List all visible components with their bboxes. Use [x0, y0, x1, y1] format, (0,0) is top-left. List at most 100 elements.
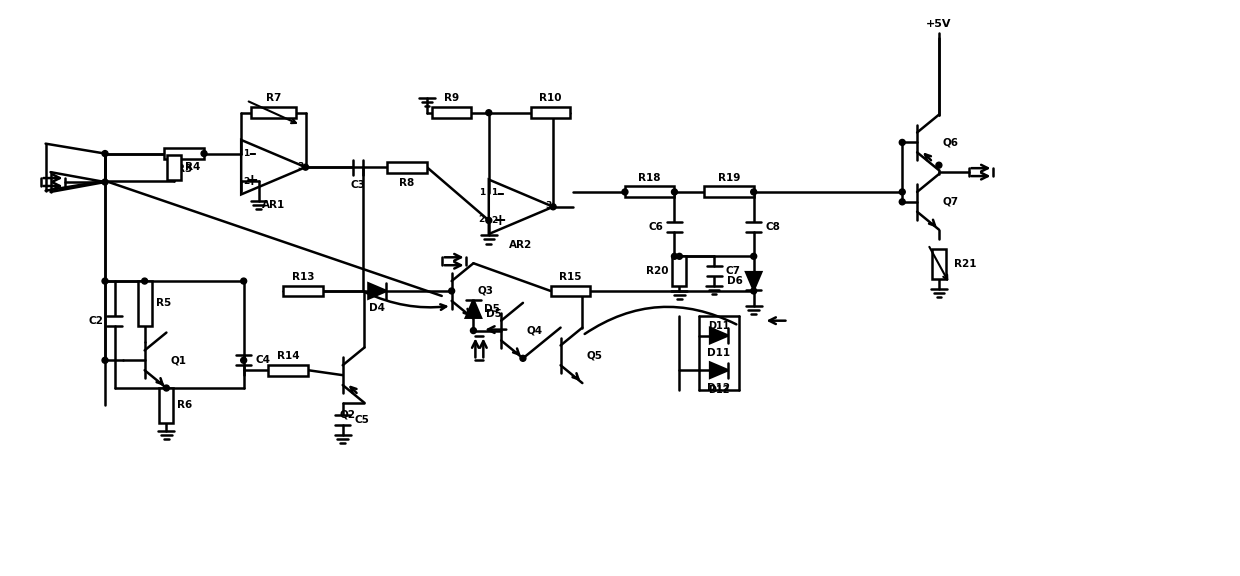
- Circle shape: [102, 278, 108, 284]
- Circle shape: [899, 189, 905, 195]
- Circle shape: [622, 189, 627, 195]
- Text: +: +: [494, 213, 506, 228]
- Text: D6: D6: [728, 276, 743, 286]
- Polygon shape: [368, 283, 387, 298]
- Circle shape: [936, 162, 942, 168]
- Polygon shape: [466, 300, 481, 318]
- Bar: [932, 249, 946, 279]
- Circle shape: [449, 288, 455, 294]
- Text: Q5: Q5: [587, 350, 603, 361]
- Text: C7: C7: [725, 266, 740, 276]
- Text: C2: C2: [88, 316, 103, 325]
- Text: –: –: [496, 185, 503, 200]
- Circle shape: [672, 253, 677, 259]
- Circle shape: [551, 204, 556, 210]
- Text: 1: 1: [243, 149, 249, 158]
- Bar: [625, 187, 675, 198]
- Text: C8: C8: [765, 222, 780, 232]
- Circle shape: [677, 253, 682, 259]
- Circle shape: [486, 217, 492, 223]
- Circle shape: [241, 357, 247, 363]
- Circle shape: [102, 150, 108, 157]
- Text: +5V: +5V: [926, 18, 951, 29]
- Bar: [160, 388, 174, 423]
- Circle shape: [520, 355, 526, 361]
- Bar: [165, 148, 205, 159]
- Text: R7: R7: [265, 93, 281, 103]
- Text: 3: 3: [298, 162, 304, 170]
- Text: R18: R18: [639, 173, 661, 183]
- Circle shape: [750, 253, 756, 259]
- Text: +: +: [246, 173, 258, 188]
- Circle shape: [241, 278, 247, 284]
- Text: D11: D11: [708, 348, 730, 358]
- Bar: [250, 107, 295, 118]
- Text: Q1: Q1: [170, 355, 186, 365]
- Text: R4: R4: [185, 162, 201, 172]
- Circle shape: [486, 110, 492, 116]
- Circle shape: [201, 150, 207, 157]
- Text: R15: R15: [559, 271, 582, 282]
- Text: C5: C5: [355, 415, 370, 425]
- Bar: [704, 187, 754, 198]
- Text: C4: C4: [255, 355, 270, 365]
- Circle shape: [102, 357, 108, 363]
- Bar: [531, 107, 570, 118]
- Text: D5: D5: [486, 309, 502, 319]
- Circle shape: [672, 189, 677, 195]
- Text: Q7: Q7: [942, 197, 959, 207]
- Text: 1: 1: [479, 188, 485, 197]
- Text: Q6: Q6: [942, 138, 959, 147]
- Text: 1: 1: [491, 188, 497, 197]
- Text: Q4: Q4: [527, 325, 543, 336]
- FancyArrowPatch shape: [585, 307, 737, 334]
- Text: AR1: AR1: [262, 200, 285, 210]
- Bar: [268, 365, 308, 376]
- Text: D11: D11: [708, 321, 730, 331]
- Text: AR2: AR2: [510, 240, 533, 250]
- Circle shape: [164, 385, 170, 391]
- Bar: [387, 162, 427, 173]
- Text: R21: R21: [954, 259, 976, 269]
- Circle shape: [899, 139, 905, 145]
- Text: D12: D12: [708, 385, 730, 395]
- Text: R3: R3: [176, 164, 192, 174]
- Text: 2: 2: [479, 215, 485, 225]
- Text: R6: R6: [177, 400, 192, 410]
- Bar: [138, 281, 151, 325]
- Text: 3: 3: [546, 201, 552, 210]
- Text: 2: 2: [491, 217, 497, 225]
- Text: R13: R13: [291, 271, 314, 282]
- Circle shape: [750, 189, 756, 195]
- Text: C3: C3: [350, 180, 365, 190]
- Text: –: –: [248, 146, 255, 161]
- Text: R8: R8: [399, 177, 414, 188]
- Bar: [167, 155, 181, 180]
- Circle shape: [750, 288, 756, 294]
- Polygon shape: [711, 363, 728, 378]
- Text: C6: C6: [649, 222, 663, 232]
- Circle shape: [102, 179, 108, 185]
- Polygon shape: [711, 328, 728, 343]
- Text: D12: D12: [708, 382, 730, 393]
- Text: Q3: Q3: [477, 286, 494, 296]
- Circle shape: [141, 278, 148, 284]
- Text: R19: R19: [718, 173, 740, 183]
- Text: R5: R5: [155, 298, 171, 308]
- Bar: [432, 107, 471, 118]
- Circle shape: [303, 164, 309, 170]
- Bar: [672, 256, 687, 286]
- Text: R20: R20: [646, 266, 668, 276]
- Circle shape: [470, 328, 476, 334]
- Bar: [551, 286, 590, 297]
- Polygon shape: [746, 272, 761, 290]
- Text: D4: D4: [370, 304, 386, 313]
- Circle shape: [899, 199, 905, 205]
- Bar: [283, 286, 322, 297]
- Text: 2: 2: [243, 177, 249, 186]
- Text: Q2: Q2: [340, 410, 356, 420]
- Text: D5: D5: [484, 304, 500, 314]
- Text: R10: R10: [539, 93, 562, 103]
- Text: R9: R9: [444, 93, 459, 103]
- Text: R14: R14: [277, 351, 300, 361]
